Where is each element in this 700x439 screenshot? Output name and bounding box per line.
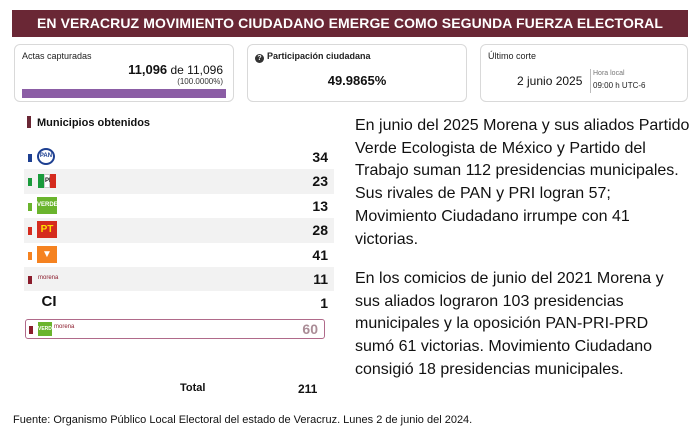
hora-local-label: Hora local bbox=[593, 70, 625, 77]
paragraph-2021: En los comicios de junio del 2021 Morena… bbox=[355, 270, 664, 378]
row-value: 34 bbox=[312, 149, 328, 165]
table-row: VERDE morena 60 bbox=[24, 316, 334, 346]
pri-logo-icon: PRI bbox=[37, 172, 57, 189]
verde-logo-icon: VERDE bbox=[38, 321, 55, 336]
party-marker bbox=[29, 325, 33, 334]
party-marker bbox=[28, 251, 32, 260]
pt-logo-icon: PT bbox=[37, 221, 57, 239]
actas-label: Actas capturadas bbox=[22, 51, 92, 61]
ci-label: CI bbox=[41, 293, 57, 311]
row-value: 11 bbox=[313, 270, 328, 287]
row-value: 13 bbox=[312, 197, 328, 214]
actas-percent: (100.0000%) bbox=[177, 77, 223, 86]
paragraph-2025: En junio del 2025 Morena y sus aliados P… bbox=[355, 117, 690, 248]
participacion-label: Participación ciudadana bbox=[267, 51, 371, 61]
title-accent-bar bbox=[27, 116, 31, 128]
source-footer: Fuente: Organismo Público Local Electora… bbox=[13, 414, 473, 426]
table-row: morena 11 bbox=[24, 266, 334, 292]
participacion-card: ? Participación ciudadana 49.9865% bbox=[247, 44, 467, 102]
table-row: CI 1 bbox=[24, 291, 334, 315]
divider bbox=[590, 69, 591, 93]
morena-logo-icon: morena bbox=[54, 323, 75, 330]
municipios-title: Municipios obtenidos bbox=[27, 116, 150, 129]
actas-card: Actas capturadas 11,096 de 11,096 (100.0… bbox=[14, 44, 234, 102]
table-row: PAN 34 bbox=[24, 145, 334, 169]
row-value: 1 bbox=[320, 295, 328, 312]
help-icon[interactable]: ? bbox=[255, 54, 264, 63]
party-marker bbox=[28, 227, 32, 236]
actas-count: 11,096 de 11,096 bbox=[128, 62, 223, 77]
row-value: 41 bbox=[312, 246, 328, 263]
table-row: ▼ 41 bbox=[24, 243, 334, 267]
table-row: PRI 23 bbox=[24, 169, 334, 194]
table-row: VERDE 13 bbox=[24, 194, 334, 218]
actas-progress-bar bbox=[22, 89, 226, 98]
coalition-row[interactable]: VERDE morena 60 bbox=[25, 318, 325, 339]
row-value: 23 bbox=[312, 173, 328, 190]
party-marker bbox=[28, 275, 32, 284]
municipios-table: PAN 34 PRI 23 VERDE 13 PT 28 ▼ 41 morena… bbox=[24, 145, 334, 346]
corte-time: 09:00 h UTC-6 bbox=[593, 81, 646, 90]
morena-logo-icon: morena bbox=[38, 274, 59, 281]
corte-card: Último corte 2 junio 2025 Hora local 09:… bbox=[480, 44, 688, 102]
verde-logo-icon: VERDE bbox=[37, 196, 58, 214]
row-value: 60 bbox=[302, 320, 318, 337]
actas-progress-fill bbox=[22, 89, 226, 98]
corte-date: 2 junio 2025 bbox=[517, 74, 583, 88]
corte-label: Último corte bbox=[488, 51, 537, 61]
party-marker bbox=[28, 202, 32, 211]
party-marker bbox=[28, 178, 32, 187]
total-value: 211 bbox=[298, 382, 318, 396]
participacion-value: 49.9865% bbox=[327, 73, 387, 88]
table-row: PT 28 bbox=[24, 218, 334, 243]
row-value: 28 bbox=[312, 222, 328, 239]
headline-banner: EN VERACRUZ MOVIMIENTO CIUDADANO EMERGE … bbox=[12, 10, 688, 37]
party-marker bbox=[28, 154, 32, 162]
pan-logo-icon: PAN bbox=[37, 148, 55, 165]
total-label: Total bbox=[180, 382, 206, 394]
mc-logo-icon: ▼ bbox=[37, 245, 57, 263]
